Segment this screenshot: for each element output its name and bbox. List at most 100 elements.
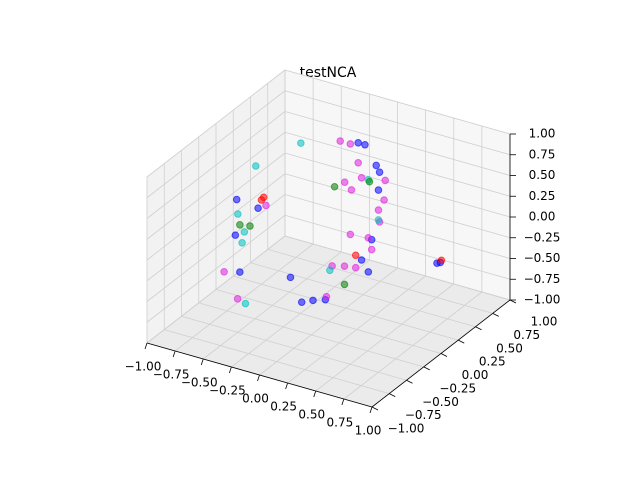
point — [330, 182, 339, 191]
grid-line — [284, 214, 511, 280]
y-axis-line — [371, 299, 511, 408]
point — [364, 268, 373, 276]
point — [322, 292, 331, 301]
point — [220, 267, 228, 276]
x-tick-label: 0.25 — [270, 400, 297, 414]
z-tick-label: −1.00 — [524, 293, 561, 307]
point — [234, 210, 242, 218]
point — [374, 216, 383, 224]
y-tick-label: 1.00 — [531, 315, 558, 329]
tick-mark — [475, 326, 482, 331]
grid-line — [284, 69, 511, 135]
grid-line — [146, 69, 286, 178]
tick-mark — [492, 313, 499, 317]
tick-mark — [228, 366, 232, 374]
y-tick-label: 0.00 — [462, 368, 489, 382]
z-tick-label: −0.25 — [524, 230, 561, 244]
point — [357, 256, 366, 264]
x-tick-label: 0.75 — [327, 416, 354, 430]
point — [381, 176, 390, 185]
point — [372, 161, 381, 170]
point — [351, 251, 360, 260]
point — [437, 256, 446, 265]
point — [380, 196, 388, 204]
point — [336, 137, 345, 145]
point — [340, 178, 349, 186]
point — [297, 139, 305, 147]
tick-mark — [285, 382, 289, 390]
z-tick-label: 0.00 — [529, 210, 556, 224]
z-tick-label: 0.75 — [529, 147, 556, 161]
x-tick-label: −0.50 — [181, 376, 218, 390]
grid-line — [284, 235, 511, 301]
x-tick-label: −1.00 — [125, 360, 162, 374]
point — [340, 280, 349, 289]
tick-mark — [440, 353, 448, 357]
grid-line — [284, 111, 511, 176]
point — [346, 230, 355, 239]
grid-line — [146, 214, 286, 323]
point — [367, 245, 376, 254]
y-tick-label: 0.25 — [479, 355, 506, 369]
y-tick-label: −0.50 — [422, 395, 459, 409]
grid-line — [146, 90, 286, 199]
point — [233, 295, 242, 303]
grid-line — [146, 173, 286, 282]
z-tick-label: 1.00 — [529, 127, 556, 141]
tick-mark — [369, 406, 373, 414]
point — [354, 158, 363, 167]
tick-mark — [172, 350, 176, 358]
tick-mark — [423, 366, 430, 371]
point — [236, 268, 244, 276]
grid-line — [164, 329, 390, 395]
tick-mark — [406, 379, 413, 384]
point — [309, 296, 317, 305]
point — [374, 206, 383, 214]
point — [354, 139, 363, 147]
point — [240, 228, 249, 236]
grid-line — [267, 248, 493, 314]
point — [347, 186, 356, 194]
grid-line — [146, 152, 286, 261]
point — [236, 220, 244, 229]
tick-mark — [371, 406, 379, 411]
grid-line — [284, 131, 511, 197]
point — [361, 140, 369, 149]
point — [241, 299, 250, 308]
y-tick-label: −1.00 — [388, 422, 425, 436]
grid-line — [198, 302, 424, 368]
grid-line — [284, 194, 511, 259]
tick-mark — [313, 390, 317, 398]
grid-line — [284, 173, 511, 239]
point — [257, 196, 266, 204]
point — [326, 266, 334, 275]
grid-line — [146, 194, 286, 302]
tick-mark — [257, 374, 260, 382]
point — [231, 231, 240, 239]
point — [286, 273, 295, 282]
grid-line — [146, 131, 286, 240]
point — [252, 162, 260, 170]
grid-line — [181, 315, 407, 381]
z-tick-label: −0.75 — [524, 272, 561, 286]
grid-line — [250, 262, 476, 328]
z-tick-label: 0.50 — [529, 168, 556, 182]
point — [346, 140, 355, 148]
point — [246, 222, 254, 230]
grid-line — [215, 289, 442, 354]
y-tick-label: 0.50 — [496, 341, 523, 355]
z-tick-label: −0.50 — [524, 251, 561, 265]
grid-line — [284, 90, 511, 156]
point — [365, 177, 374, 186]
tick-mark — [144, 342, 148, 350]
chart-title: testNCA — [300, 65, 357, 81]
point — [340, 262, 349, 270]
point — [364, 234, 373, 242]
x-tick-label: 0.50 — [298, 408, 325, 422]
tick-mark — [341, 398, 345, 406]
x-tick-label: −0.25 — [209, 384, 246, 398]
tick-mark — [458, 339, 465, 344]
point — [375, 168, 384, 176]
point — [357, 174, 366, 182]
